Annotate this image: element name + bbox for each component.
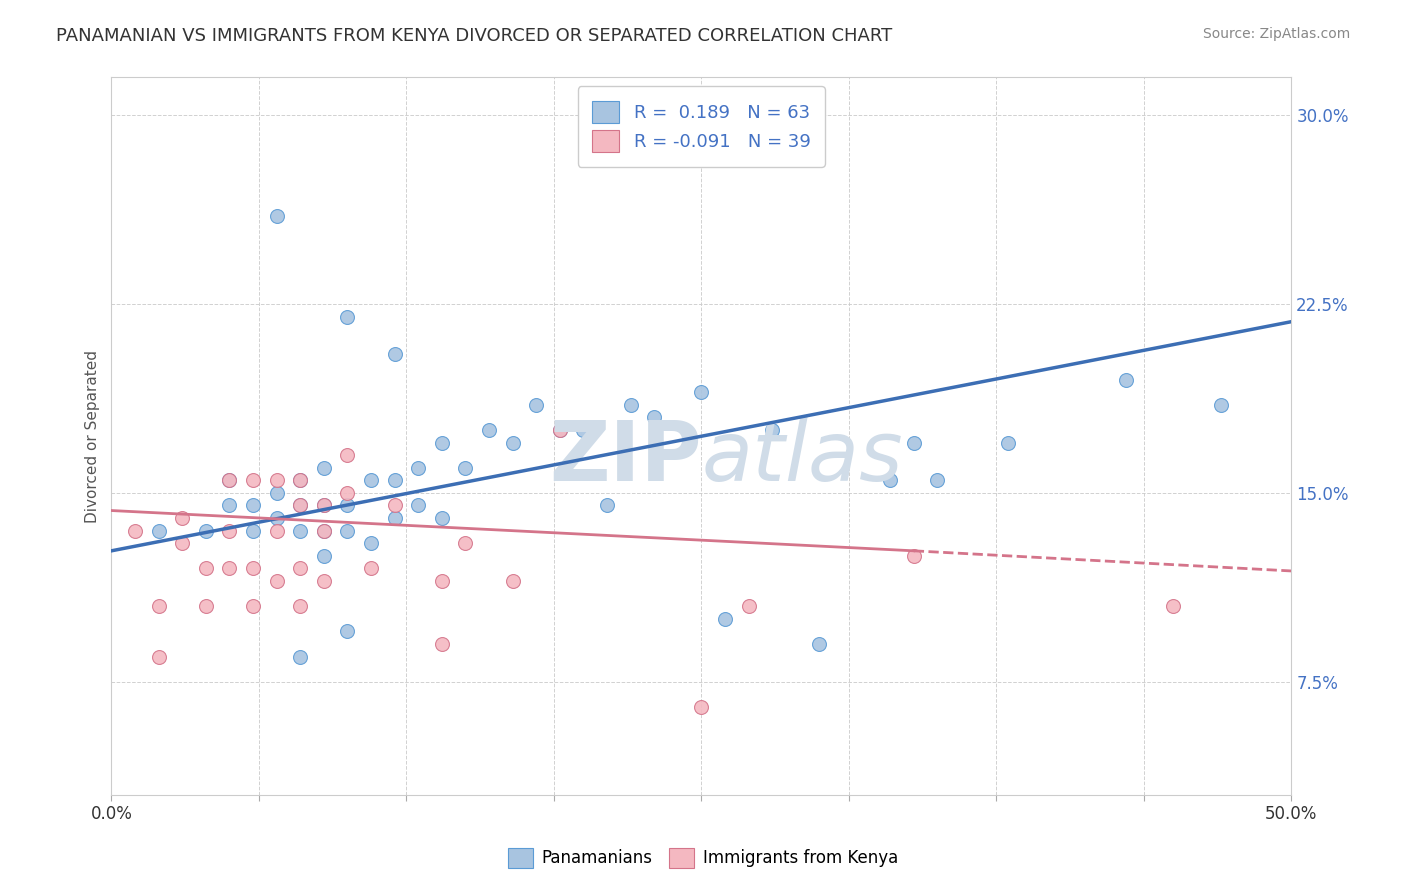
- Point: [242, 561, 264, 575]
- Text: Source: ZipAtlas.com: Source: ZipAtlas.com: [1202, 27, 1350, 41]
- Point: [194, 561, 217, 575]
- Point: [384, 347, 406, 361]
- Point: [266, 524, 288, 538]
- Text: ZIP: ZIP: [548, 417, 702, 499]
- Point: [927, 473, 949, 487]
- Point: [290, 499, 312, 513]
- Point: [148, 599, 170, 614]
- Point: [737, 599, 759, 614]
- Point: [242, 599, 264, 614]
- Legend: R =  0.189   N = 63, R = -0.091   N = 39: R = 0.189 N = 63, R = -0.091 N = 39: [578, 87, 825, 167]
- Point: [218, 473, 240, 487]
- Point: [312, 574, 335, 588]
- Point: [148, 649, 170, 664]
- Point: [502, 435, 524, 450]
- Point: [336, 524, 359, 538]
- Point: [266, 574, 288, 588]
- Point: [290, 649, 312, 664]
- Point: [194, 599, 217, 614]
- Point: [218, 561, 240, 575]
- Point: [524, 398, 547, 412]
- Point: [148, 524, 170, 538]
- Point: [430, 511, 453, 525]
- Point: [266, 473, 288, 487]
- Point: [290, 524, 312, 538]
- Point: [997, 435, 1019, 450]
- Text: atlas: atlas: [702, 417, 903, 499]
- Point: [336, 310, 359, 324]
- Point: [430, 637, 453, 651]
- Point: [312, 524, 335, 538]
- Point: [242, 524, 264, 538]
- Point: [336, 448, 359, 462]
- Point: [430, 435, 453, 450]
- Point: [290, 499, 312, 513]
- Point: [194, 524, 217, 538]
- Point: [879, 473, 901, 487]
- Point: [619, 398, 641, 412]
- Point: [218, 473, 240, 487]
- Point: [548, 423, 571, 437]
- Point: [172, 536, 194, 550]
- Point: [384, 511, 406, 525]
- Point: [454, 536, 477, 550]
- Point: [312, 549, 335, 563]
- Point: [242, 499, 264, 513]
- Point: [336, 624, 359, 639]
- Point: [360, 536, 382, 550]
- Point: [761, 423, 783, 437]
- Point: [336, 486, 359, 500]
- Point: [312, 499, 335, 513]
- Point: [290, 599, 312, 614]
- Point: [406, 460, 429, 475]
- Point: [312, 524, 335, 538]
- Point: [266, 511, 288, 525]
- Point: [336, 499, 359, 513]
- Point: [124, 524, 146, 538]
- Point: [690, 385, 713, 400]
- Point: [290, 561, 312, 575]
- Point: [478, 423, 501, 437]
- Point: [218, 524, 240, 538]
- Point: [384, 473, 406, 487]
- Point: [430, 574, 453, 588]
- Point: [384, 499, 406, 513]
- Point: [266, 486, 288, 500]
- Point: [454, 460, 477, 475]
- Point: [266, 209, 288, 223]
- Point: [218, 499, 240, 513]
- Point: [242, 473, 264, 487]
- Point: [903, 435, 925, 450]
- Text: PANAMANIAN VS IMMIGRANTS FROM KENYA DIVORCED OR SEPARATED CORRELATION CHART: PANAMANIAN VS IMMIGRANTS FROM KENYA DIVO…: [56, 27, 893, 45]
- Point: [572, 423, 595, 437]
- Legend: Panamanians, Immigrants from Kenya: Panamanians, Immigrants from Kenya: [502, 841, 904, 875]
- Point: [714, 612, 737, 626]
- Point: [808, 637, 831, 651]
- Point: [643, 410, 665, 425]
- Point: [172, 511, 194, 525]
- Point: [312, 460, 335, 475]
- Point: [290, 473, 312, 487]
- Point: [1115, 373, 1137, 387]
- Point: [360, 561, 382, 575]
- Y-axis label: Divorced or Separated: Divorced or Separated: [86, 350, 100, 523]
- Point: [596, 499, 619, 513]
- Point: [502, 574, 524, 588]
- Point: [548, 423, 571, 437]
- Point: [903, 549, 925, 563]
- Point: [1209, 398, 1232, 412]
- Point: [360, 473, 382, 487]
- Point: [690, 700, 713, 714]
- Point: [406, 499, 429, 513]
- Point: [312, 499, 335, 513]
- Point: [290, 473, 312, 487]
- Point: [1163, 599, 1185, 614]
